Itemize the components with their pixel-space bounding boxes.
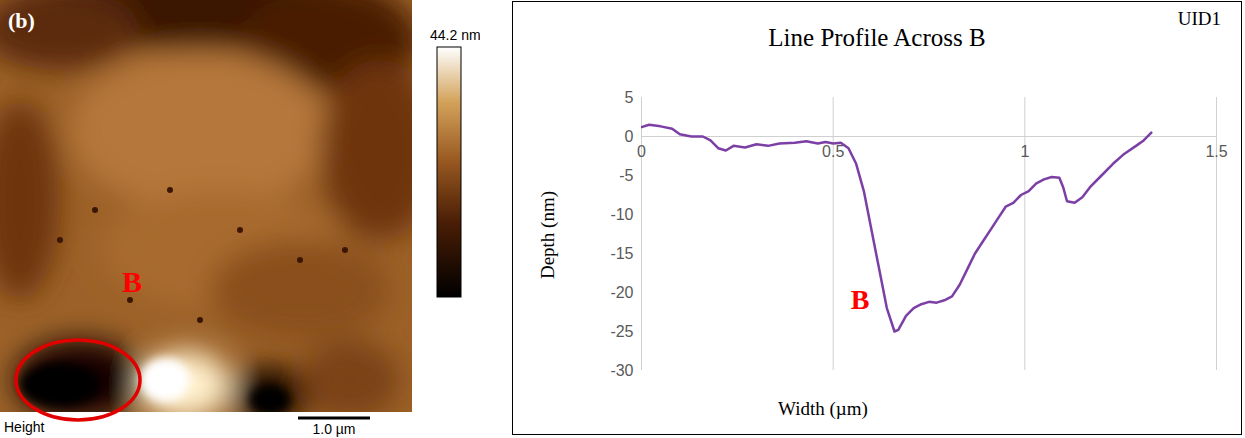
svg-text:-15: -15 xyxy=(610,245,633,262)
svg-text:1.5: 1.5 xyxy=(1205,143,1227,160)
svg-text:-20: -20 xyxy=(610,284,633,301)
svg-text:Height: Height xyxy=(4,419,45,435)
svg-text:(b): (b) xyxy=(8,8,35,33)
html-text:Depth (nm): Depth (nm) xyxy=(537,190,558,280)
svg-text:0: 0 xyxy=(637,143,646,160)
svg-text:-5: -5 xyxy=(619,167,633,184)
svg-text:5: 5 xyxy=(625,89,634,106)
html-text:Line Profile Across B: Line Profile Across B xyxy=(768,24,986,51)
svg-text:-10: -10 xyxy=(610,206,633,223)
svg-text:-30: -30 xyxy=(610,362,633,379)
svg-text:1.0 µm: 1.0 µm xyxy=(312,421,355,437)
svg-text:1: 1 xyxy=(1020,143,1029,160)
svg-text:44.2 nm: 44.2 nm xyxy=(430,27,480,43)
html-text:Width (µm): Width (µm) xyxy=(778,398,868,419)
html-text:UID1: UID1 xyxy=(1177,8,1221,29)
svg-text:B: B xyxy=(851,284,870,315)
svg-text:-25: -25 xyxy=(610,323,633,340)
svg-text:0.5: 0.5 xyxy=(822,143,844,160)
svg-text:B: B xyxy=(122,265,142,298)
svg-text:0: 0 xyxy=(625,128,634,145)
